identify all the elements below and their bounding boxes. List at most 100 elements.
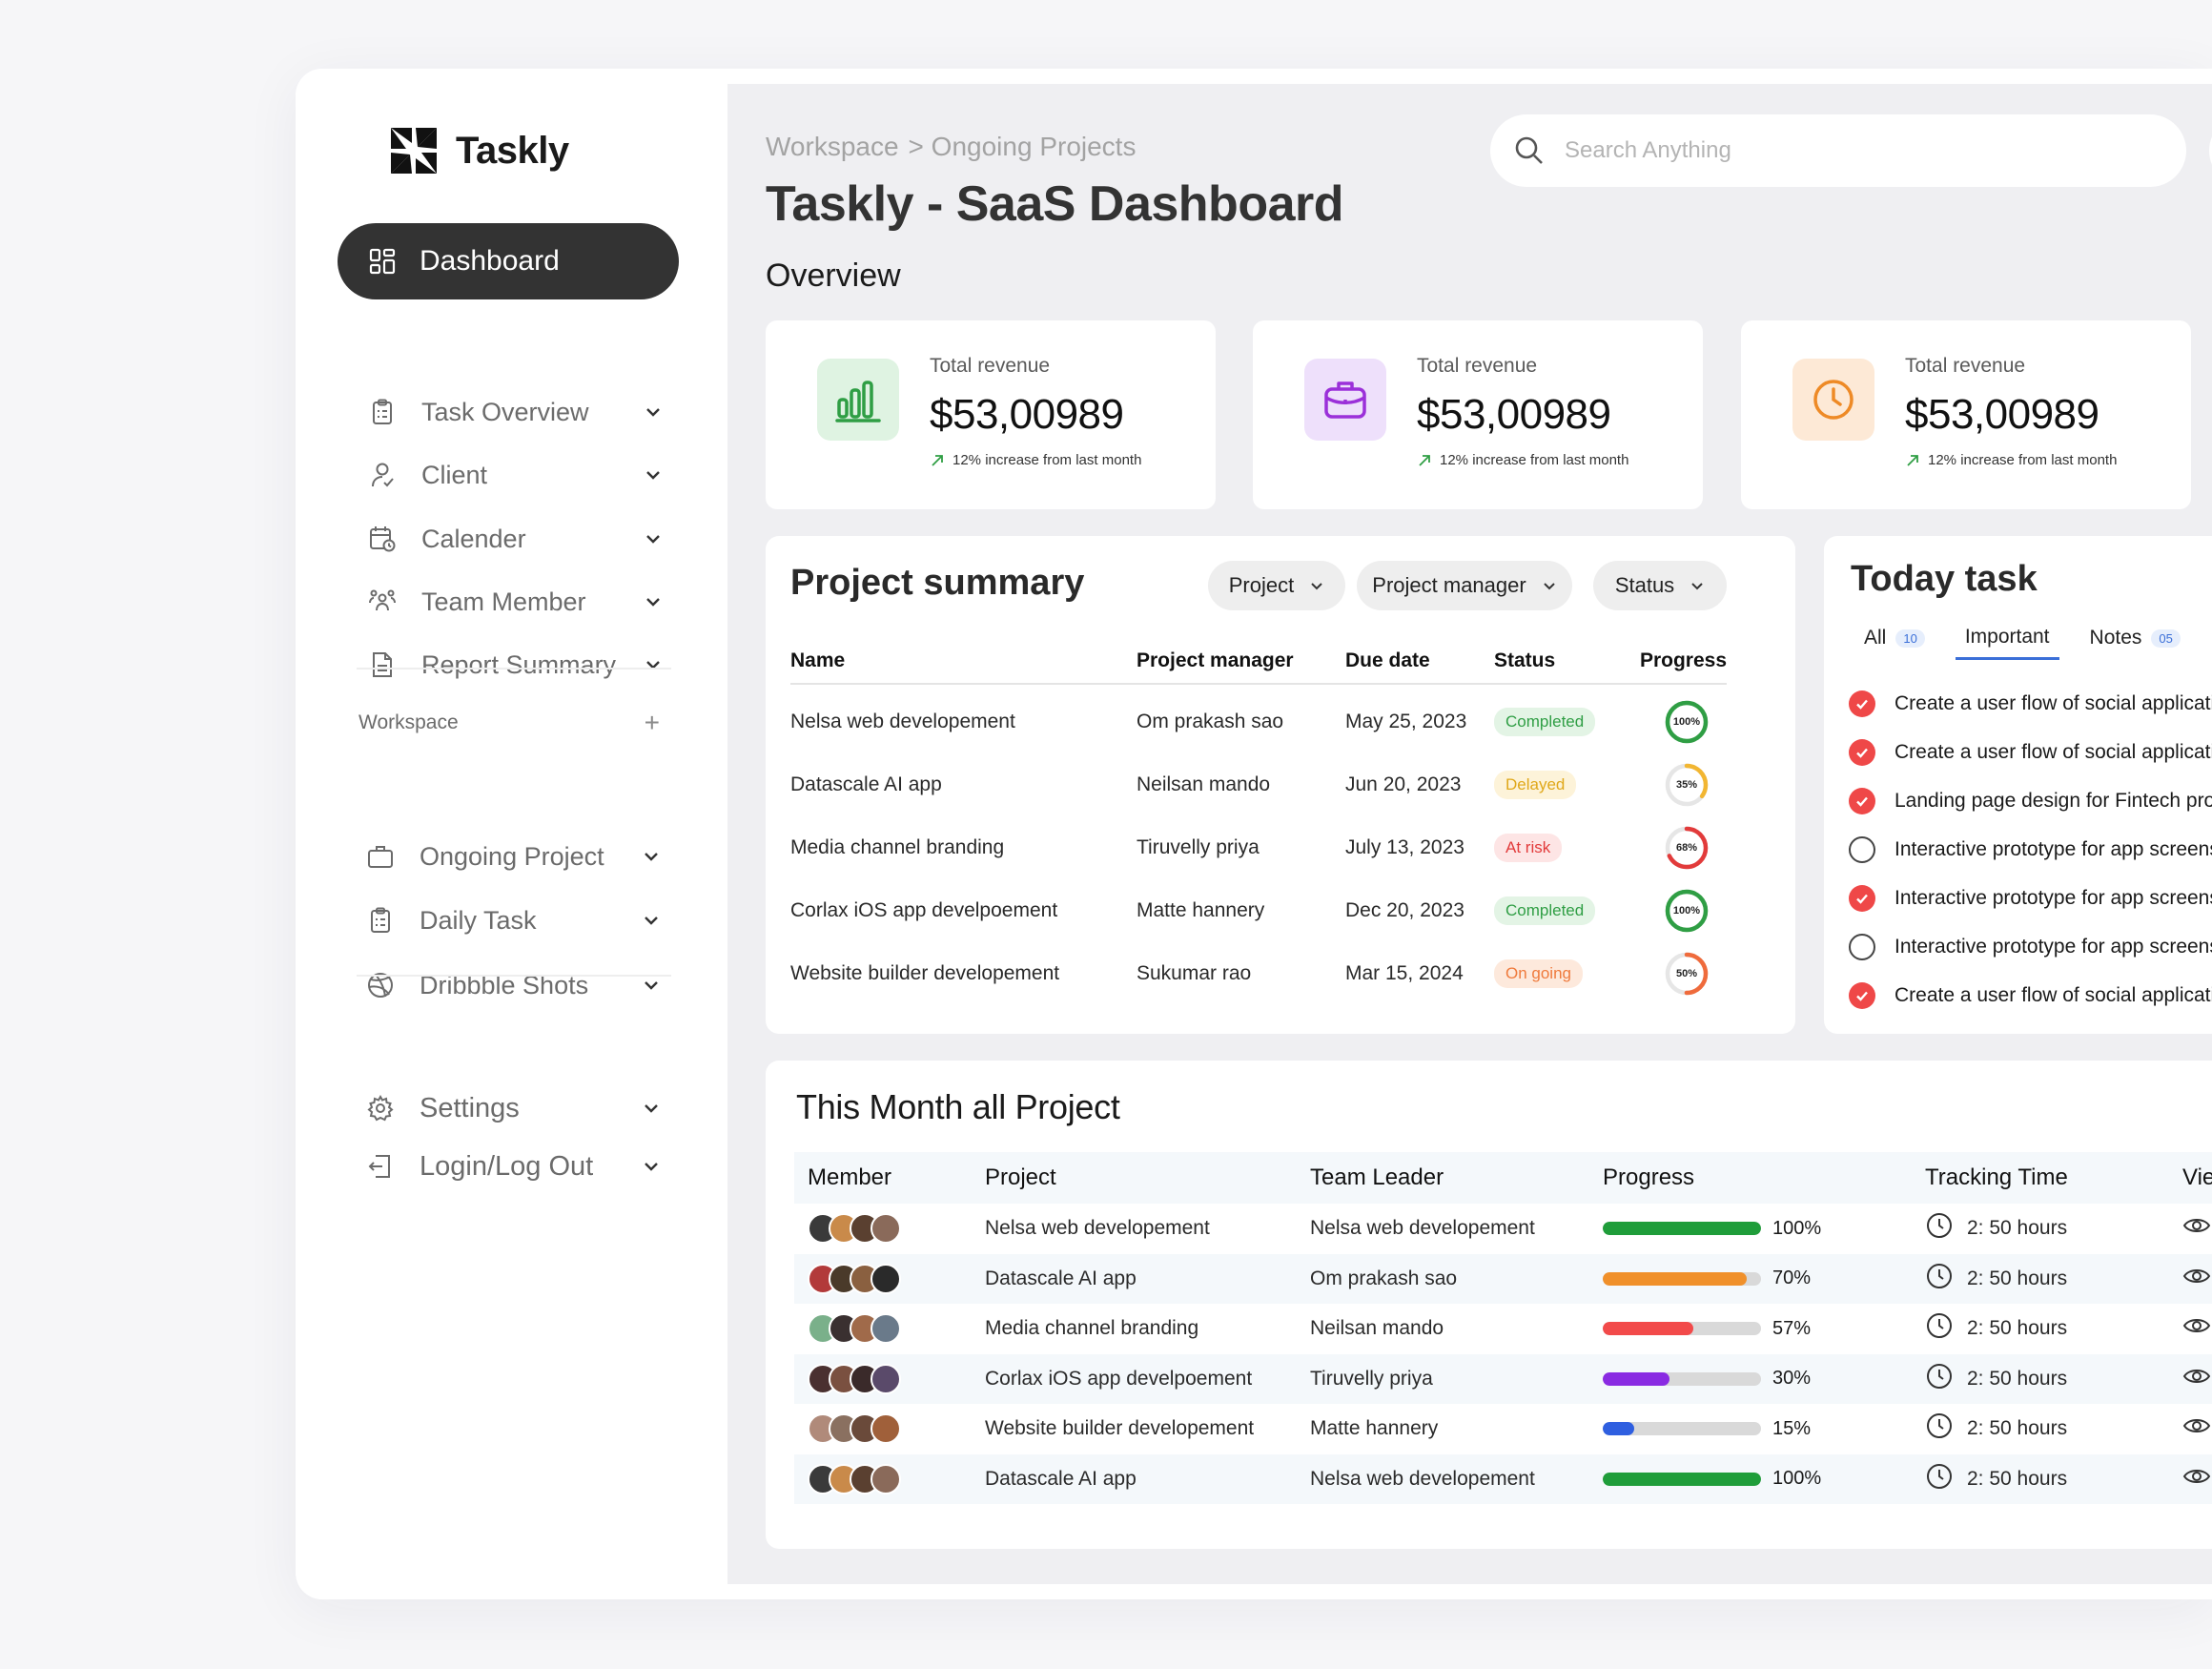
header-action-button[interactable] xyxy=(2209,114,2212,187)
status-cell: Completed xyxy=(1494,708,1647,736)
table-row[interactable]: Website builder developement Sukumar rao M… xyxy=(790,942,1727,1005)
column-header: Project xyxy=(985,1164,1056,1190)
member-cell xyxy=(794,1463,985,1494)
task-item[interactable]: Interactive prototype for app screens of… xyxy=(1849,874,2212,922)
progress-bar-fill xyxy=(1603,1271,1748,1286)
stat-value: $53,00989 xyxy=(930,391,1124,438)
chevron-down-icon[interactable] xyxy=(643,654,664,675)
checked-circle-icon[interactable] xyxy=(1849,738,1875,766)
sidebar-divider xyxy=(357,668,671,670)
table-row[interactable]: Datascale AI app Neilsan mando Jun 20, 202… xyxy=(790,753,1727,816)
avatar[interactable] xyxy=(870,1263,901,1294)
progress-bar xyxy=(1603,1322,1761,1336)
avatar[interactable] xyxy=(870,1413,901,1445)
sidebar-item-client[interactable]: Client xyxy=(368,452,664,498)
progress-cell: 100% xyxy=(1603,1218,1925,1240)
eye-icon[interactable] xyxy=(2182,1311,2212,1346)
progress-bar xyxy=(1603,1271,1761,1286)
checked-circle-icon[interactable] xyxy=(1849,787,1875,814)
progress-bar xyxy=(1603,1222,1761,1236)
checked-circle-icon[interactable] xyxy=(1849,884,1875,912)
eye-icon[interactable] xyxy=(2182,1462,2212,1496)
avatar[interactable] xyxy=(870,1313,901,1345)
document-icon xyxy=(368,650,397,679)
column-header: Status xyxy=(1494,649,1556,671)
clipboard-icon xyxy=(368,398,397,426)
sidebar-item-calender[interactable]: Calender xyxy=(368,516,664,562)
search-input[interactable] xyxy=(1565,137,2137,164)
sidebar-item-task-overview[interactable]: Task Overview xyxy=(368,389,664,435)
sidebar-item-dribbble-shots[interactable]: Dribbble Shots xyxy=(366,962,662,1008)
table-row[interactable]: Nelsa web developement Om prakash sao May … xyxy=(790,690,1727,753)
avatar[interactable] xyxy=(870,1463,901,1494)
checked-circle-icon[interactable] xyxy=(1849,981,1875,1009)
eye-icon[interactable] xyxy=(2182,1411,2212,1446)
chevron-down-icon[interactable] xyxy=(641,1156,662,1177)
sidebar-item-ongoing-project[interactable]: Ongoing Project xyxy=(366,834,662,879)
breadcrumb-ongoing-projects[interactable]: > Ongoing Projects xyxy=(908,132,1137,161)
progress-bar xyxy=(1603,1422,1761,1436)
brand[interactable]: Taskly xyxy=(389,126,569,175)
sidebar-item-report-summary[interactable]: Report Summary xyxy=(368,642,664,688)
task-item[interactable]: Create a user flow of social application… xyxy=(1849,971,2212,1020)
checked-circle-icon[interactable] xyxy=(1849,690,1875,717)
sidebar-item-label: Task Overview xyxy=(421,397,589,426)
breadcrumb-workspace[interactable]: Workspace xyxy=(766,132,899,161)
filter-project[interactable]: Project xyxy=(1208,561,1345,610)
sidebar-item-team-member[interactable]: Team Member xyxy=(368,579,664,625)
progress-cell: 50% xyxy=(1647,951,1727,997)
table-row[interactable]: Website builder developement Matte hanner… xyxy=(794,1404,2212,1454)
task-item[interactable]: Interactive prototype for app screens of… xyxy=(1849,825,2212,874)
tracking-time-text: 2: 50 hours xyxy=(1967,1217,2068,1240)
eye-icon[interactable] xyxy=(2182,1211,2212,1246)
eye-icon[interactable] xyxy=(2182,1362,2212,1396)
task-text: Interactive prototype for app screens of… xyxy=(1895,886,2212,909)
add-workspace-icon[interactable]: + xyxy=(644,708,660,737)
avatar[interactable] xyxy=(870,1363,901,1394)
unchecked-circle-icon[interactable] xyxy=(1849,933,1875,960)
task-item[interactable]: Interactive prototype for app screens of… xyxy=(1849,922,2212,971)
column-header: Member xyxy=(808,1164,892,1190)
table-row[interactable]: Nelsa web developement Nelsa web develope… xyxy=(794,1204,2212,1254)
task-item[interactable]: Create a user flow of social application… xyxy=(1849,728,2212,776)
table-row[interactable]: Media channel branding Neilsan mando 57% 2:… xyxy=(794,1304,2212,1354)
table-row[interactable]: Media channel branding Tiruvelly priya Jul… xyxy=(790,816,1727,879)
sidebar-item-settings[interactable]: Settings xyxy=(366,1085,662,1131)
user-icon xyxy=(368,461,397,489)
avatar[interactable] xyxy=(870,1213,901,1245)
grid-icon xyxy=(368,247,397,276)
progress-bar-wrap: 30% xyxy=(1603,1368,1925,1390)
sidebar-item-login-logout[interactable]: Login/Log Out xyxy=(366,1144,662,1189)
chevron-down-icon[interactable] xyxy=(641,910,662,931)
task-item[interactable]: Create a user flow of social application… xyxy=(1849,679,2212,728)
tab-notes[interactable]: Notes 05 xyxy=(2090,616,2181,660)
chevron-down-icon[interactable] xyxy=(641,975,662,996)
chevron-down-icon[interactable] xyxy=(643,591,664,612)
tab-all[interactable]: All 10 xyxy=(1864,616,1925,660)
table-row[interactable]: Datascale AI app Nelsa web developement 10… xyxy=(794,1453,2212,1504)
search-bar[interactable] xyxy=(1490,114,2186,187)
filter-status[interactable]: Status xyxy=(1593,561,1727,610)
chevron-down-icon[interactable] xyxy=(641,846,662,867)
eye-icon[interactable] xyxy=(2182,1262,2212,1296)
sidebar-item-daily-task[interactable]: Daily Task xyxy=(366,897,662,943)
task-text: Create a user flow of social application… xyxy=(1895,691,2212,714)
sidebar-item-dashboard[interactable]: Dashboard xyxy=(338,223,679,299)
team-leader: Nelsa web developement xyxy=(1310,1467,1535,1490)
task-item[interactable]: Landing page design for Fintech project … xyxy=(1849,776,2212,825)
tab-important[interactable]: Important xyxy=(1955,616,2059,660)
status-cell: Delayed xyxy=(1494,771,1647,799)
chevron-down-icon[interactable] xyxy=(643,528,664,549)
column-header: Team Leader xyxy=(1310,1164,1444,1190)
chevron-down-icon[interactable] xyxy=(641,1098,662,1119)
chevron-down-icon[interactable] xyxy=(643,402,664,422)
table-row[interactable]: Datascale AI app Om prakash sao 70% 2: 50 h… xyxy=(794,1253,2212,1304)
tracking-time-cell: 2: 50 hours xyxy=(1925,1211,2182,1246)
table-row[interactable]: Corlax iOS app develpoement Matte hannery… xyxy=(790,879,1727,942)
briefcase-icon xyxy=(1304,359,1386,441)
table-row[interactable]: Corlax iOS app develpoement Tiruvelly pri… xyxy=(794,1353,2212,1404)
filter-project-manager[interactable]: Project manager xyxy=(1357,561,1572,610)
tracking-time-cell: 2: 50 hours xyxy=(1925,1311,2182,1346)
chevron-down-icon[interactable] xyxy=(643,464,664,485)
unchecked-circle-icon[interactable] xyxy=(1849,835,1875,863)
